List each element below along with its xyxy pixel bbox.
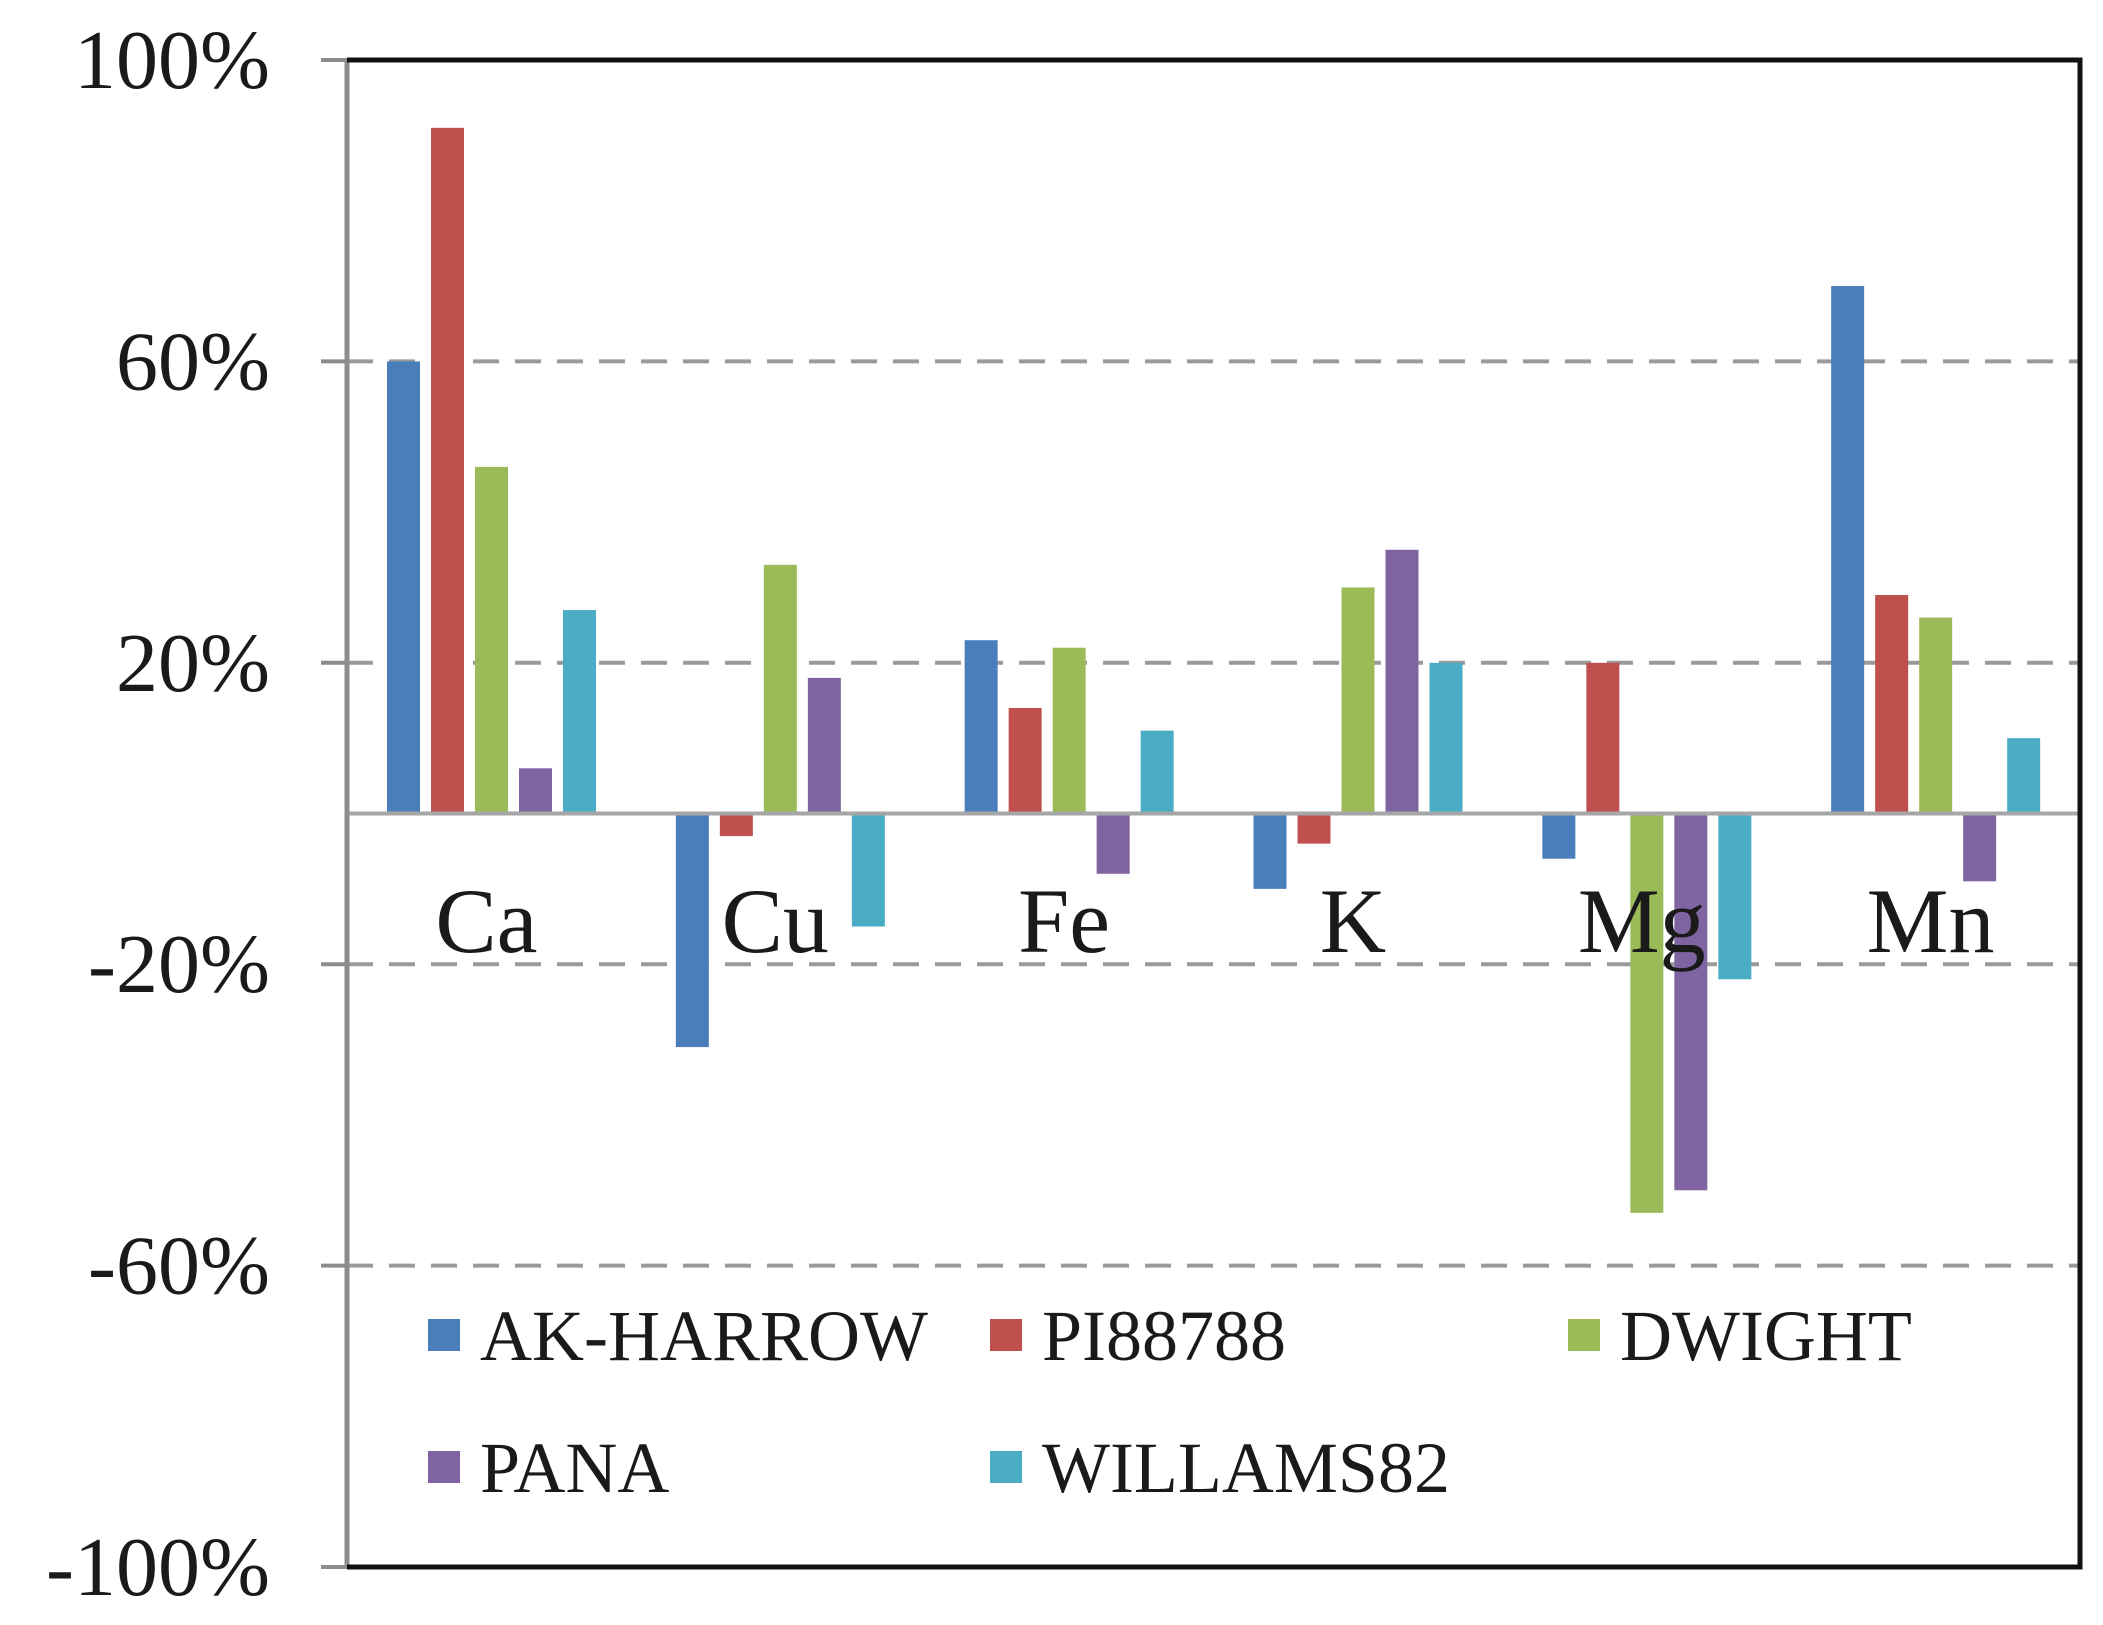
bar-pana-mn [1963,813,1997,882]
bar-dwight-cu [763,564,797,814]
plot-frame [347,57,2083,1570]
y-tick-label: -20% [88,918,270,1011]
legend-swatch-pana [428,1451,460,1483]
legend-label-pi88788: PI88788 [1042,1296,1286,1376]
category-label-fe: Fe [1018,870,1110,972]
bar-pana-fe [1096,813,1130,874]
bar-ak-harrow-fe [964,640,998,814]
bar-pi88788-mg [1586,662,1620,814]
bar-pana-ca [519,768,552,814]
y-tick-label: -100% [46,1521,270,1614]
bar-pana-mg [1674,813,1708,1191]
bar-willams82-ca [563,610,596,814]
bar-pana-k [1385,549,1419,814]
legend-label-willams82: WILLAMS82 [1042,1428,1450,1508]
legend-swatch-pi88788 [990,1319,1022,1351]
bar-dwight-k [1341,587,1375,814]
bar-dwight-mg [1630,813,1664,1213]
bar-ak-harrow-k [1253,813,1287,889]
category-label-cu: Cu [722,870,829,972]
legend-swatch-dwight [1568,1319,1600,1351]
bar-ak-harrow-ca [387,361,420,814]
bar-pi88788-cu [719,813,753,837]
y-tick-label: -60% [88,1220,270,1313]
bar-dwight-fe [1052,647,1086,814]
legend-label-pana: PANA [480,1428,669,1508]
category-label-k: K [1320,870,1386,972]
category-label-mg: Mg [1578,870,1706,972]
bar-dwight-mn [1919,617,1953,814]
y-tick-label: 20% [116,617,270,710]
bar-willams82-cu [851,813,885,927]
bar-pi88788-fe [1008,708,1042,814]
legend-label-dwight: DWIGHT [1620,1296,1912,1376]
bar-dwight-ca [475,466,508,814]
bar-willams82-mn [2007,738,2041,814]
bar-ak-harrow-mg [1542,813,1576,859]
bar-ak-harrow-cu [675,813,709,1048]
bar-willams82-mg [1718,813,1752,980]
y-tick-label: 100% [74,14,270,107]
category-label-ca: Ca [435,870,537,972]
legend-swatch-willams82 [990,1451,1022,1483]
legend-swatch-ak-harrow [428,1319,460,1351]
category-label-mn: Mn [1867,870,1995,972]
bar-pi88788-ca [431,127,464,814]
bar-willams82-k [1429,662,1463,814]
bar-pana-cu [807,677,841,814]
legend-label-ak-harrow: AK-HARROW [480,1296,928,1376]
y-tick-label: 60% [116,315,270,408]
bar-pi88788-k [1297,813,1331,844]
bar-ak-harrow-mn [1831,286,1865,814]
bar-pi88788-mn [1875,594,1909,814]
bar-willams82-fe [1140,730,1174,814]
